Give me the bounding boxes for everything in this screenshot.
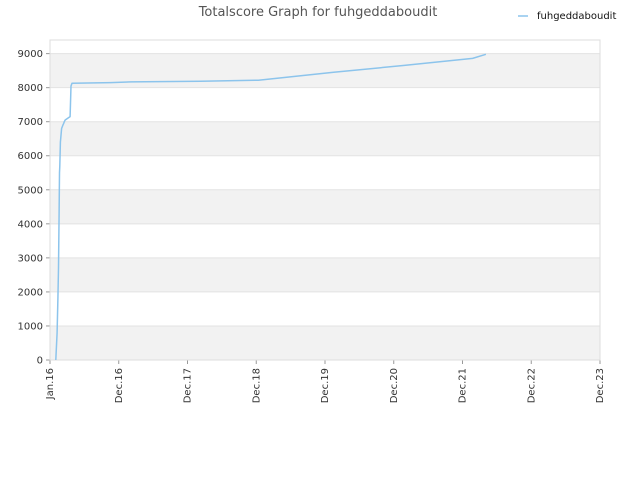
x-tick-label: Dec.21 (458, 368, 469, 403)
y-tick-label: 4000 (18, 219, 43, 230)
x-tick-label: Dec.22 (526, 368, 537, 403)
x-tick-label: Dec.19 (320, 368, 331, 403)
x-tick-label: Dec.17 (183, 368, 194, 403)
y-axis: 0 1000 2000 3000 4000 5000 6000 7000 8000 9000 (18, 49, 50, 367)
y-tick-label: 5000 (18, 185, 43, 196)
plot-frame (49, 39, 601, 361)
y-tick-label: 9000 (18, 49, 43, 60)
y-tick-label: 8000 (18, 83, 43, 94)
y-tick-label: 2000 (18, 287, 43, 298)
plot-band (50, 257, 600, 292)
x-tick-label: Dec.18 (251, 368, 262, 403)
series-line-fuhgeddaboudit (55, 53, 487, 361)
x-tick-label: Dec.23 (595, 368, 606, 403)
y-tick-label: 7000 (18, 117, 43, 128)
x-tick-label: Jan.16 (45, 368, 56, 400)
y-tick-label: 0 (37, 356, 43, 367)
y-tick-label: 1000 (18, 321, 43, 332)
series-group (55, 53, 487, 361)
plot-band (50, 121, 600, 156)
plot-band (50, 325, 600, 360)
plot-band (50, 189, 600, 224)
legend-label: fuhgeddaboudit (537, 11, 616, 22)
y-tick-label: 6000 (18, 151, 43, 162)
x-tick-label: Dec.20 (389, 368, 400, 403)
legend: fuhgeddaboudit (518, 11, 616, 22)
y-tick-label: 3000 (18, 253, 43, 264)
x-tick-label: Dec.16 (114, 368, 125, 403)
chart-title: Totalscore Graph for fuhgeddaboudit (198, 5, 438, 20)
plot-bands (50, 53, 600, 360)
x-axis: Jan.16 Dec.16 Dec.17 Dec.18 Dec.19 Dec.20 Dec.… (45, 360, 606, 403)
